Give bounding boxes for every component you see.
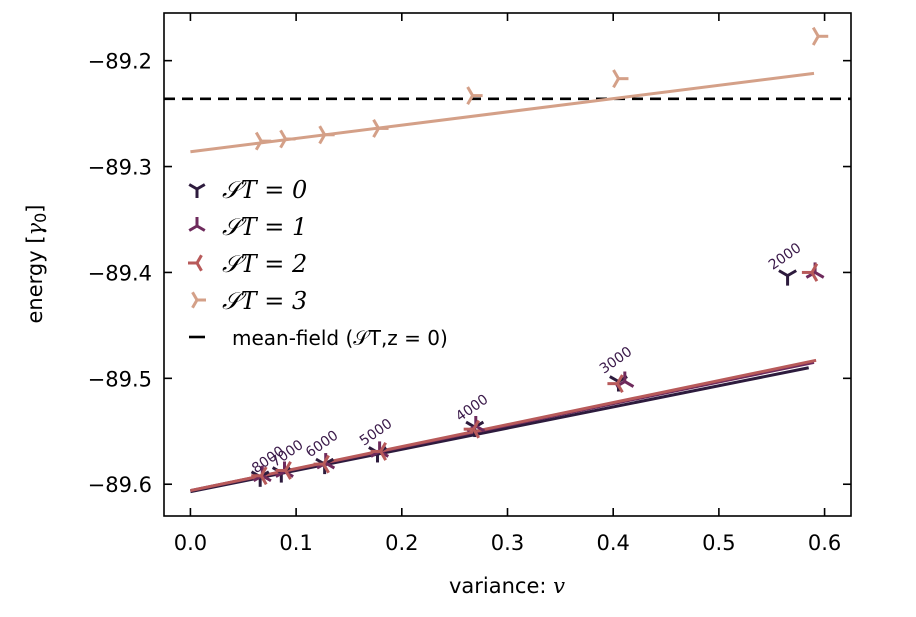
marker-arm: [261, 474, 272, 483]
y-axis-label: energy [γ0]: [23, 205, 50, 324]
marker-arm: [196, 224, 206, 232]
marker-series-3-point-2: [318, 125, 335, 145]
marker-arm: [279, 129, 287, 140]
marker-series-2-point-3: [370, 441, 387, 461]
marker-arm: [259, 475, 268, 486]
marker-arm: [612, 77, 620, 89]
marker-arm: [195, 262, 203, 272]
legend-marker-series-0: [188, 183, 206, 198]
marker-arm: [254, 140, 263, 151]
marker-arm: [322, 463, 330, 474]
marker-arm: [466, 86, 474, 97]
x-axis-label: variance: v: [449, 574, 565, 598]
marker-arm: [616, 374, 624, 385]
marker-series-3-point-6: [811, 26, 829, 46]
marker-arm: [322, 454, 330, 465]
marker-arm: [612, 69, 620, 80]
marker-series-2-point-2: [313, 454, 330, 474]
legend-label-series-1: 𝒮T = 1: [222, 213, 307, 241]
marker-series-3-point-1: [279, 129, 296, 149]
marker-arm: [624, 380, 635, 388]
y-tick-label-0: −89.6: [88, 473, 152, 497]
marker-arm: [811, 35, 820, 46]
marker-arm: [811, 26, 820, 38]
marker-arm: [372, 127, 380, 138]
marker-arm: [466, 94, 474, 106]
marker-arm: [810, 271, 819, 282]
fit-line-series-0: [190, 366, 810, 494]
x-tick-label-3: 0.3: [491, 531, 524, 555]
marker-arm: [324, 461, 336, 470]
y-tick-label-4: −89.2: [88, 50, 152, 74]
legend-label-series-2: 𝒮T = 2: [222, 250, 307, 278]
marker-arm: [379, 450, 387, 461]
legend-marker-series-1: [188, 217, 206, 232]
marker-arm: [195, 254, 203, 264]
marker-arm: [254, 131, 263, 142]
marker-arm: [284, 461, 292, 472]
marker-series-0-point-6: [778, 269, 797, 286]
fit-line-series-2: [190, 358, 817, 493]
x-tick-label-5: 0.5: [702, 531, 735, 555]
marker-arm: [196, 183, 206, 191]
marker-arm: [379, 441, 387, 453]
marker-arm: [814, 271, 825, 279]
y-tick-label-2: −89.4: [88, 261, 152, 285]
axis-ticks: 0.0 0.1 0.2 0.3 0.4 0.5 0.6 −89.6 −89.5 −89.4 −89.…: [88, 13, 851, 555]
marker-arm: [616, 382, 624, 394]
marker-arm: [609, 375, 620, 383]
marker-arm: [191, 299, 199, 309]
marker-series-2-point-0: [251, 466, 268, 486]
marker-arm: [318, 134, 326, 145]
legend-label-series-3: 𝒮T = 3: [222, 287, 307, 315]
marker-arm: [372, 119, 380, 130]
marker-arm: [284, 469, 292, 480]
x-tick-label-1: 0.1: [279, 531, 312, 555]
marker-series-2-point-4: [463, 419, 480, 439]
marker-series-3-point-4: [466, 86, 483, 106]
marker-series-2-point-5: [607, 374, 624, 394]
marker-arm: [472, 419, 480, 430]
x-tick-label-2: 0.2: [385, 531, 418, 555]
marker-arm: [810, 263, 819, 274]
marker-arm: [475, 424, 486, 433]
x-tick-label-4: 0.4: [596, 531, 629, 555]
marker-arm: [191, 291, 199, 301]
legend-marker-series-2: [188, 254, 203, 272]
marker-arm: [259, 466, 268, 477]
marker-series-2-point-6: [801, 263, 819, 282]
marker-series-3-point-3: [372, 119, 389, 138]
marker-series-3-point-0: [254, 131, 272, 151]
marker-arm: [279, 138, 287, 149]
marker-series-2-point-1: [275, 461, 292, 480]
marker-arm: [318, 125, 326, 136]
marker-arm: [472, 428, 480, 439]
legend: 𝒮T = 0 𝒮T = 1 𝒮T = 2 𝒮T = 3 mean-field (𝒮T,z…: [188, 176, 448, 350]
marker-arm: [786, 269, 797, 277]
legend-label-series-0: 𝒮T = 0: [222, 176, 307, 204]
marker-arm: [778, 269, 789, 277]
marker-arm: [275, 470, 286, 478]
marker-arm: [188, 183, 198, 191]
marker-arm: [188, 224, 198, 232]
legend-marker-series-3: [191, 291, 206, 309]
x-tick-label-0: 0.0: [174, 531, 207, 555]
marker-series-3-point-5: [612, 69, 629, 89]
y-tick-label-3: −89.3: [88, 156, 152, 180]
y-tick-label-1: −89.5: [88, 367, 152, 391]
x-tick-label-6: 0.6: [808, 531, 841, 555]
legend-label-mean-field: mean-field (𝒮T,z = 0): [232, 326, 448, 350]
